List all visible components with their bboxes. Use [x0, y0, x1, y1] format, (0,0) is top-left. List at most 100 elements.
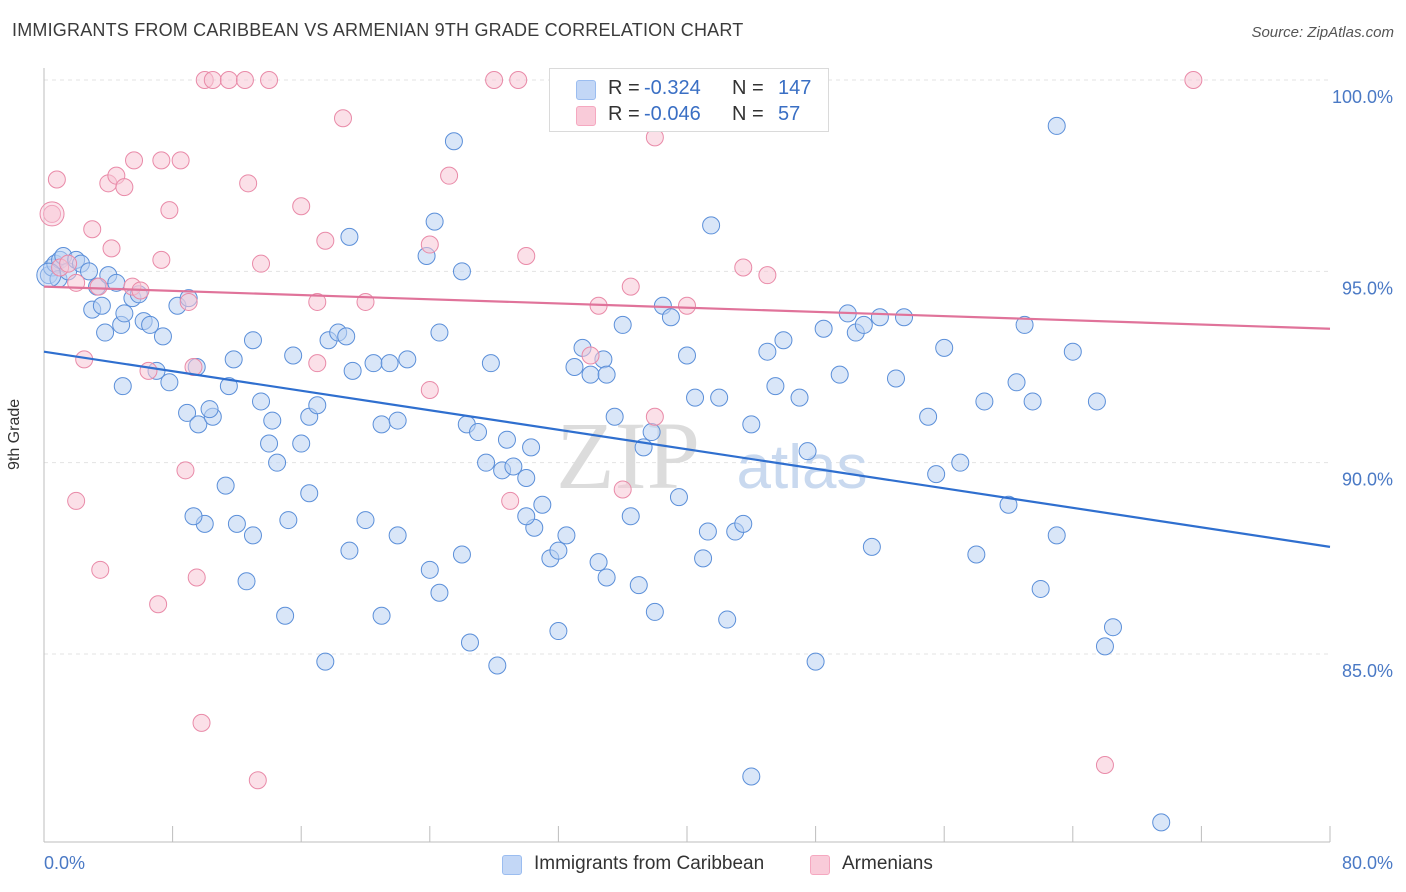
data-point [113, 377, 132, 396]
data-point [589, 553, 608, 572]
data-point [886, 369, 905, 388]
x-tick-label-min: 0.0% [44, 853, 85, 873]
data-point [189, 415, 208, 434]
legend-row-caribbean: R = -0.324 N = 147 [550, 75, 828, 101]
data-point [951, 453, 970, 472]
data-point [790, 388, 809, 407]
legend-r-value: -0.046 [644, 103, 701, 125]
data-point [678, 296, 696, 315]
data-point [364, 354, 383, 373]
data-point-cluster [39, 201, 65, 227]
data-point [698, 522, 717, 541]
data-point [192, 713, 211, 732]
data-point [565, 358, 584, 376]
data-point [184, 358, 203, 376]
data-point [645, 602, 664, 621]
data-point [235, 71, 254, 89]
data-point [316, 652, 335, 671]
legend-n-value: 147 [778, 77, 812, 99]
data-point [621, 507, 640, 526]
series-caribbean [36, 116, 1171, 832]
data-point [149, 595, 168, 614]
data-point [742, 767, 761, 786]
data-point [276, 606, 295, 625]
data-point [870, 308, 889, 327]
data-point [1031, 579, 1050, 598]
data-point [1103, 618, 1122, 637]
data-point [517, 468, 536, 487]
data-point [742, 415, 761, 434]
data-point [91, 560, 110, 579]
data-point [292, 434, 311, 453]
y-tick-label: 100.0% [1332, 87, 1393, 107]
data-point [927, 465, 946, 484]
data-point [260, 434, 279, 453]
data-point [425, 212, 444, 231]
data-point [517, 247, 536, 266]
data-point [200, 400, 219, 419]
data-point [718, 610, 737, 629]
data-point [139, 361, 158, 380]
data-point [160, 201, 179, 220]
data-point [1047, 116, 1066, 135]
chart-title: IMMIGRANTS FROM CARIBBEAN VS ARMENIAN 9T… [12, 20, 744, 40]
data-point [203, 71, 222, 89]
data-point [597, 568, 616, 587]
data-point [284, 346, 303, 365]
y-tick-labels: 85.0% 90.0% 95.0% 100.0% [1332, 87, 1393, 681]
x-tick-labels: 0.0% 80.0% [44, 853, 1393, 873]
data-point [340, 227, 359, 246]
data-point [152, 250, 171, 269]
data-point [967, 545, 986, 564]
data-point [814, 319, 833, 338]
data-point [243, 331, 262, 350]
data-point [694, 549, 713, 568]
y-tick-label: 90.0% [1342, 470, 1393, 490]
bottom-legend-armenians: Armenians [810, 852, 970, 876]
data-point [774, 331, 793, 350]
data-point [67, 491, 86, 510]
data-point [388, 526, 407, 545]
series-armenians [39, 71, 1203, 790]
data-point [758, 342, 777, 361]
data-point [268, 453, 287, 472]
data-point [477, 453, 496, 472]
data-point [935, 338, 954, 357]
data-point [1095, 637, 1114, 656]
data-point [1184, 71, 1203, 89]
data-point [460, 633, 479, 652]
data-point [557, 526, 576, 545]
data-point [629, 576, 648, 595]
data-point [96, 323, 115, 342]
legend-r-value: -0.324 [644, 77, 701, 99]
data-point [340, 541, 359, 560]
data-point [522, 438, 541, 457]
data-point [179, 292, 198, 311]
data-point [430, 583, 449, 602]
data-point [176, 461, 195, 480]
data-point [248, 771, 267, 790]
legend-n-label: N = [732, 103, 764, 125]
data-point [300, 484, 319, 503]
watermark: ZIP atlas [556, 402, 867, 509]
data-point [237, 572, 256, 591]
data-point [504, 457, 523, 476]
data-point [1095, 755, 1114, 774]
data-point [224, 350, 243, 369]
legend-r-label: R = [608, 77, 640, 99]
data-point [243, 526, 262, 545]
data-point [919, 407, 938, 426]
data-point [686, 388, 705, 407]
bottom-legend-swatch-armenians [810, 855, 830, 875]
data-point [678, 346, 696, 365]
trend-line [43, 350, 1331, 548]
data-point [380, 354, 399, 373]
data-point [388, 411, 407, 430]
data-point [798, 442, 817, 461]
data-point [758, 266, 777, 285]
data-point [83, 220, 102, 239]
data-point [597, 365, 616, 384]
data-point [263, 411, 282, 430]
data-point [47, 170, 66, 189]
